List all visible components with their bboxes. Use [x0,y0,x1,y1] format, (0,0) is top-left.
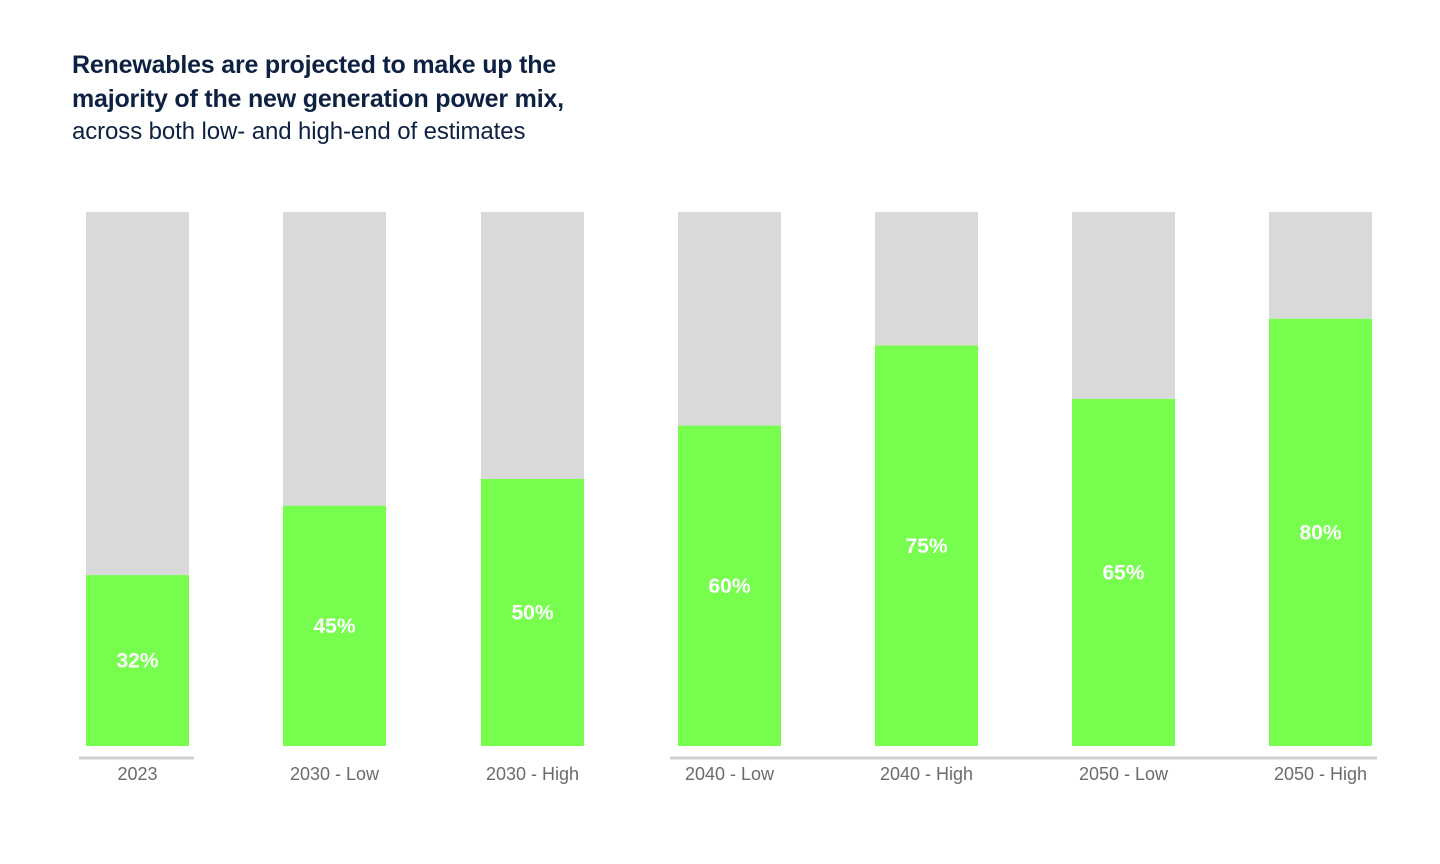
bar-remainder-segment [86,212,189,576]
bar-renewables-segment [678,425,781,746]
bar-remainder-segment [678,212,781,426]
x-tick-label: 2050 - Low [1079,764,1169,784]
bar-renewables-segment [481,479,584,746]
chart-title-line-1: Renewables are projected to make up the [72,51,557,79]
bar-data-label: 60% [708,575,750,598]
bar-renewables-segment [86,575,189,746]
x-tick-label: 2050 - High [1274,764,1367,784]
bar-remainder-segment [1269,212,1372,319]
bar-remainder-segment [283,212,386,506]
chart-title-line-2: majority of the new generation power mix… [72,85,564,113]
x-tick-label: 2040 - Low [685,764,775,784]
bar-remainder-segment [875,212,978,346]
bar-renewables-segment [875,345,978,746]
bar-remainder-segment [1072,212,1175,399]
bar-renewables-segment [1269,318,1372,746]
bar-data-label: 80% [1299,521,1341,544]
bar-data-label: 50% [511,602,553,625]
x-tick-label: 2040 - High [880,764,973,784]
chart-title-block: Renewables are projected to make up the … [72,48,772,148]
bar-remainder-segment [481,212,584,479]
bar-data-label: 32% [116,650,158,673]
bar-data-label: 65% [1102,561,1144,584]
x-tick-label: 2030 - Low [290,764,380,784]
bar-data-label: 75% [905,535,947,558]
chart-subtitle: across both low- and high-end of estimat… [72,118,526,145]
x-tick-label: 2023 [117,764,157,784]
bar-renewables-segment [1072,398,1175,746]
bar-data-label: 45% [313,615,355,638]
x-tick-label: 2030 - High [486,764,579,784]
bar-renewables-segment [283,505,386,746]
